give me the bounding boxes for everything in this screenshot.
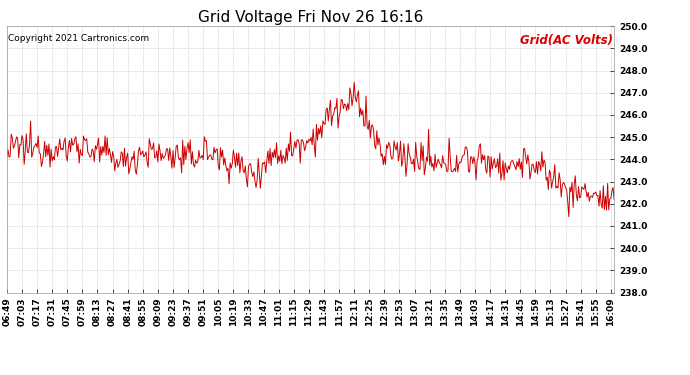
Text: Copyright 2021 Cartronics.com: Copyright 2021 Cartronics.com (8, 34, 149, 43)
Title: Grid Voltage Fri Nov 26 16:16: Grid Voltage Fri Nov 26 16:16 (198, 10, 423, 25)
Text: Grid(AC Volts): Grid(AC Volts) (520, 34, 613, 47)
